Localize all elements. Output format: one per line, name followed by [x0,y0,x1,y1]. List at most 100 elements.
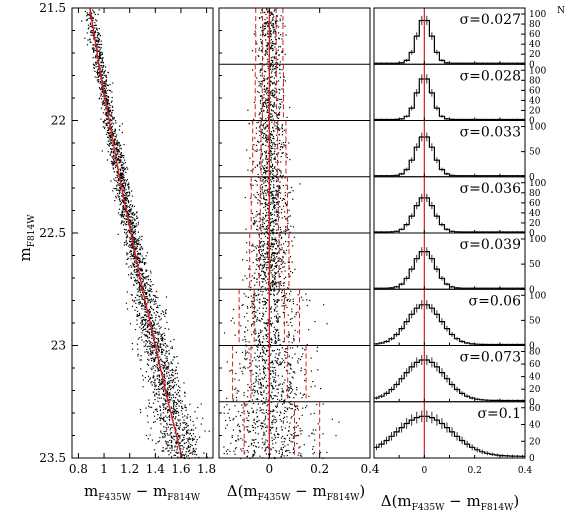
rectified-star-point [283,305,285,307]
cmd-star-point [192,448,194,450]
rectified-star-point [314,385,316,387]
cmd-star-point [133,277,135,279]
cmd-star-point [141,261,143,264]
rectified-star-point [270,426,272,428]
rectified-star-point [273,350,275,352]
rectified-star-point [272,60,274,62]
rectified-star-point [254,295,256,297]
rectified-star-point [289,106,291,109]
rectified-star-point [262,221,264,223]
cmd-star-point [163,313,165,316]
cmd-star-point [133,214,135,216]
cmd-star-point [131,233,134,235]
rectified-star-point [279,234,281,236]
rectified-star-point [274,237,276,239]
cmd-star-point [100,107,102,109]
cmd-star-point [101,74,103,76]
cmd-star-point [182,439,184,442]
rectified-star-point [283,282,285,284]
cmd-star-point [113,187,115,190]
cmd-star-point [121,215,123,217]
cmd-star-point [90,30,92,32]
rectified-star-point [267,42,269,44]
cmd-star-point [118,184,120,186]
rectified-star-point [244,275,246,277]
cmd-star-point [113,159,115,161]
cmd-star-point [139,236,141,238]
rectified-star-point [278,108,281,110]
cmd-star-point [184,428,186,430]
cmd-star-point [138,315,140,317]
rectified-star-point [277,244,279,247]
rectified-star-point [277,358,279,360]
cmd-star-point [135,237,137,240]
rectified-star-point [284,202,286,204]
cmd-star-point [157,338,159,340]
rectified-star-point [262,264,264,266]
rectified-star-point [277,202,279,204]
rectified-star-point [240,415,242,417]
cmd-star-point [196,439,198,441]
cmd-star-point [164,400,167,402]
cmd-star-point [140,285,142,287]
rectified-star-point [282,266,284,268]
rectified-star-point [258,258,260,260]
rectified-star-point [241,370,243,373]
cmd-star-point [160,432,162,434]
rectified-star-point [274,275,276,278]
cmd-star-point [126,232,128,234]
rectified-star-point [278,134,280,136]
rectified-star-point [256,214,258,216]
rectified-star-point [278,349,280,351]
cmd-star-point [94,56,96,58]
rectified-star-point [303,393,305,395]
cmd-star-point [158,325,160,327]
rectified-star-point [292,298,294,300]
rectified-star-point [223,452,225,455]
cmd-star-point [119,187,122,190]
rectified-star-point [267,177,269,179]
cmd-star-point [179,452,181,455]
rectified-star-point [248,352,250,354]
rectified-star-point [264,27,267,30]
rectified-star-point [290,382,292,385]
rectified-star-point [289,372,291,375]
cmd-star-point [156,388,158,391]
cmd-star-point [159,381,161,383]
rectified-star-point [283,285,285,287]
cmd-star-point [171,346,173,348]
rectified-star-point [271,178,273,180]
rectified-star-point [258,340,260,342]
cmd-star-point [170,387,172,389]
rectified-star-point [263,402,265,404]
cmd-star-point [156,344,159,346]
cmd-star-point [103,85,105,87]
rectified-star-point [275,161,277,163]
cmd-star-point [138,290,140,292]
rectified-star-point [270,116,272,118]
cmd-star-point [146,363,148,365]
cmd-y-tick-label: 21.5 [39,1,66,15]
cmd-star-point [123,179,125,181]
cmd-star-point [167,409,169,411]
rectified-star-point [263,176,265,179]
cmd-star-point [123,228,126,230]
rectified-star-point [233,322,235,324]
cmd-star-point [141,277,143,280]
cmd-star-point [131,228,133,230]
cmd-star-point [112,118,114,120]
rectified-star-point [261,245,263,247]
rectified-star-point [254,284,256,286]
cmd-star-point [172,394,174,396]
rectified-star-point [245,326,247,328]
rectified-star-point [263,218,265,220]
cmd-star-point [125,302,127,304]
rectified-star-point [284,399,286,401]
cmd-star-point [95,28,98,30]
cmd-star-point [136,241,138,243]
rectified-star-point [265,167,267,169]
rectified-star-point [284,25,286,27]
cmd-star-point [111,127,113,129]
cmd-star-point [124,208,126,211]
rectified-star-point [276,300,278,302]
